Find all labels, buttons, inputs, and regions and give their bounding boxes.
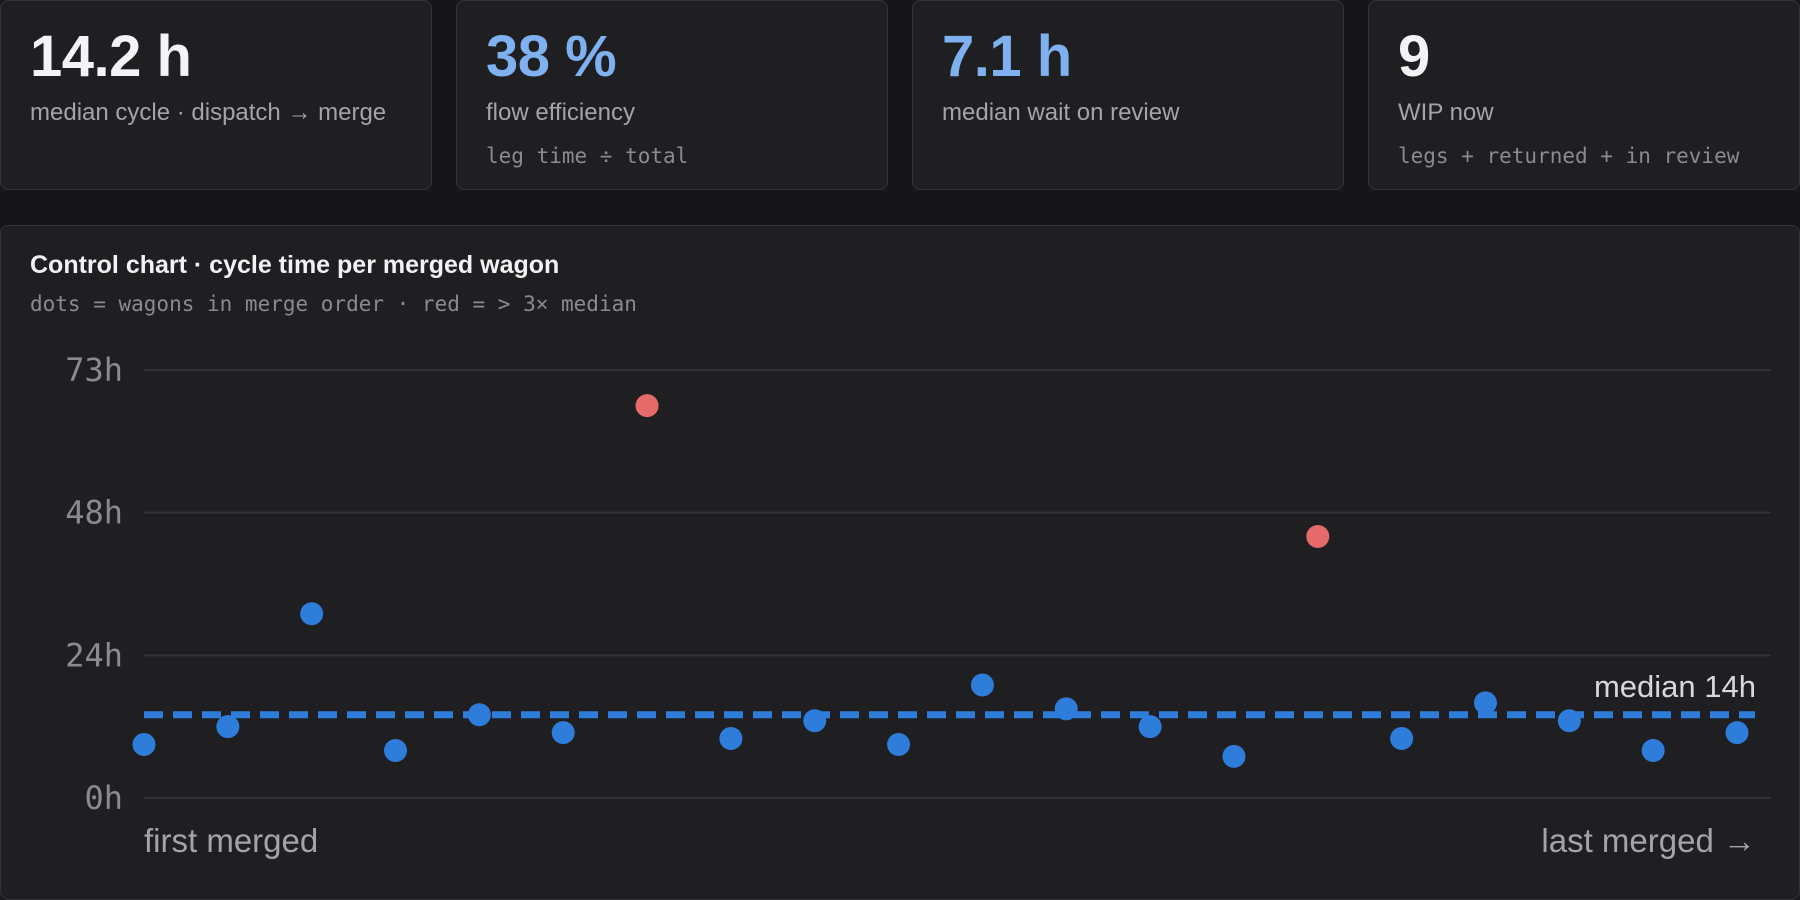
data-point	[1725, 721, 1749, 745]
data-point	[1222, 744, 1246, 768]
median-label: median 14h	[1594, 669, 1756, 704]
stat-label: median cycle · dispatch → merge	[30, 99, 387, 126]
stat-value: 7.1 h	[942, 24, 1072, 89]
data-point	[1138, 715, 1162, 739]
data-point	[803, 709, 827, 733]
control-chart: 0h 24h 48h 73h median 14h first merged last me…	[65, 351, 1771, 859]
outlier-point	[635, 394, 659, 418]
chart-title: Control chart · cycle time per merged wa…	[30, 251, 560, 279]
data-point	[216, 715, 240, 739]
data-point	[300, 602, 324, 626]
stat-label: flow efficiency	[486, 99, 635, 126]
stat-sub: legs + returned + in review	[1398, 144, 1740, 168]
stat-card-median-cycle: 14.2 h median cycle · dispatch → merge	[0, 0, 432, 190]
data-point	[1390, 727, 1414, 751]
stat-card-wip: 9 WIP now legs + returned + in review	[1368, 0, 1800, 190]
y-tick-label: 73h	[65, 351, 123, 389]
control-chart-panel: Control chart · cycle time per merged wa…	[0, 225, 1800, 900]
stat-label: WIP now	[1398, 99, 1494, 126]
stat-sub: leg time ÷ total	[486, 144, 689, 168]
data-point	[719, 727, 743, 751]
data-point	[467, 703, 491, 727]
y-tick-label: 48h	[65, 494, 123, 532]
data-point	[551, 721, 575, 745]
stat-value: 14.2 h	[30, 24, 192, 89]
stat-card-flow-efficiency: 38 % flow efficiency leg time ÷ total	[456, 0, 888, 190]
data-point	[132, 733, 156, 756]
data-point	[1641, 738, 1665, 762]
outlier-point	[1306, 524, 1330, 548]
chart-subtitle: dots = wagons in merge order · red = > 3…	[30, 292, 637, 316]
x-start-label: first merged	[144, 822, 318, 859]
stat-card-review-wait: 7.1 h median wait on review	[912, 0, 1344, 190]
y-tick-label: 24h	[65, 636, 123, 674]
stat-value: 38 %	[486, 24, 617, 89]
data-point	[1054, 697, 1078, 721]
stat-value: 9	[1398, 24, 1430, 89]
data-point	[384, 738, 408, 762]
data-point	[970, 673, 994, 697]
data-point	[887, 733, 911, 756]
data-point	[1473, 691, 1497, 715]
stat-label: median wait on review	[942, 99, 1180, 126]
x-end-label: last merged →	[1541, 822, 1756, 859]
y-tick-label: 0h	[84, 779, 123, 817]
data-point	[1557, 709, 1581, 733]
